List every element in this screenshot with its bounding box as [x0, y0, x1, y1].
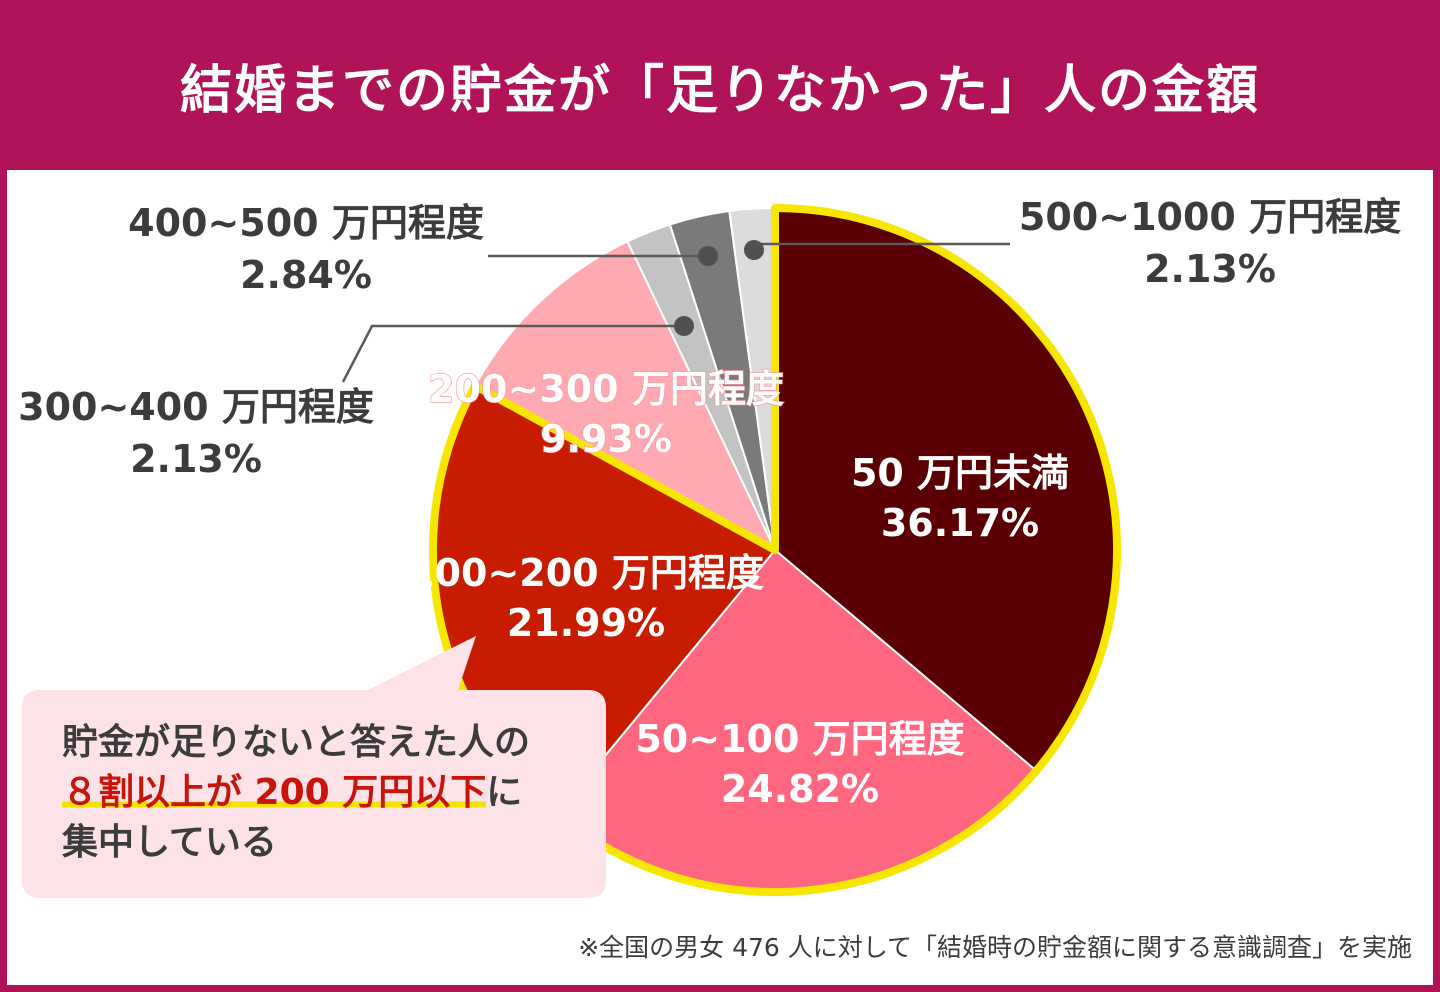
slice-2-value: 21.99% [507, 601, 665, 645]
callout-line-2-suffix: に [486, 772, 523, 813]
slice-1-label: 50~100 万円程度 [635, 717, 964, 761]
survey-footnote: ※全国の男女 476 人に対して「結婚時の貯金額に関する意識調査」を実施 [578, 933, 1412, 962]
slice-0-label: 50 万円未満 [851, 451, 1069, 495]
slice-6-value: 2.13% [1144, 247, 1276, 291]
slice-5-label: 400~500 万円程度 [128, 201, 484, 245]
slice-2-label: 100~200 万円程度 [408, 551, 764, 595]
callout-line-3: 集中している [62, 822, 277, 863]
chart-title: 結婚までの貯金が「足りなかった」人の金額 [179, 60, 1260, 121]
slice-5-value: 2.84% [240, 253, 372, 297]
chart-header: 結婚までの貯金が「足りなかった」人の金額 [0, 0, 1440, 170]
callout-line-1: 貯金が足りないと答えた人の [62, 722, 531, 763]
leader-dot-400-500 [698, 246, 718, 266]
callout-text: 貯金が足りないと答えた人の ８割以上が 200 万円以下に 集中している [62, 718, 602, 868]
callout-highlight: ８割以上が 200 万円以下 [62, 772, 487, 813]
leader-dot-500-1000 [744, 240, 764, 260]
callout-bubble [22, 636, 606, 898]
callout-line-2: ８割以上が 200 万円以下に [62, 768, 602, 818]
slice-4-label: 300~400 万円程度 [18, 385, 374, 429]
pie-slices [432, 206, 1118, 893]
slice-3-value: 9.93% [540, 417, 672, 461]
leader-line-300-400 [341, 324, 684, 383]
slice-1-value: 24.82% [721, 767, 879, 811]
leader-dot-300-400 [674, 316, 694, 336]
slice-0-value: 36.17% [881, 501, 1039, 545]
slice-4-value: 2.13% [130, 437, 262, 481]
slice-6-label: 500~1000 万円程度 [1019, 195, 1401, 239]
pie-slice-3 [473, 240, 778, 553]
slice-3-label: 200~300 万円程度 [428, 367, 784, 411]
